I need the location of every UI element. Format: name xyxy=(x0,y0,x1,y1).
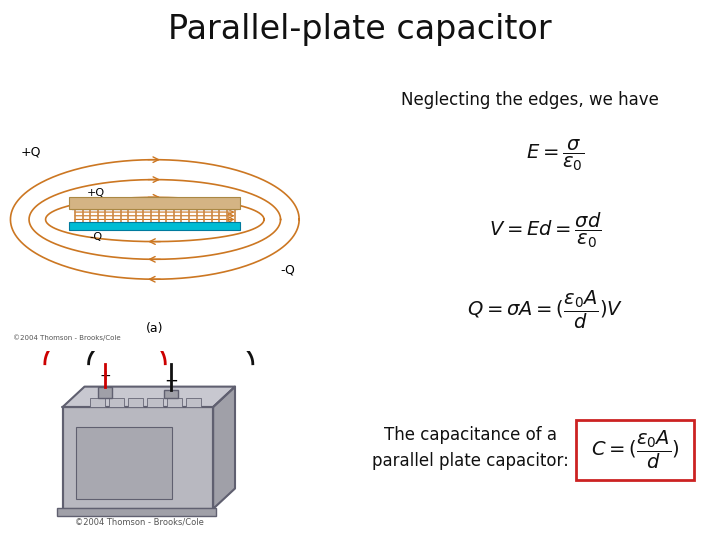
Text: −: − xyxy=(163,372,178,389)
Text: $C = (\dfrac{\varepsilon_0 A}{d})$: $C = (\dfrac{\varepsilon_0 A}{d})$ xyxy=(590,429,680,471)
Polygon shape xyxy=(72,203,238,209)
Text: +: + xyxy=(99,369,111,383)
Text: +Q: +Q xyxy=(21,145,41,158)
Bar xyxy=(166,398,181,407)
Bar xyxy=(90,398,105,407)
Bar xyxy=(69,222,240,230)
Bar xyxy=(69,197,240,209)
FancyBboxPatch shape xyxy=(576,420,694,480)
Bar xyxy=(164,390,178,398)
Bar xyxy=(128,398,143,407)
Text: The capacitance of a
parallel plate capacitor:: The capacitance of a parallel plate capa… xyxy=(372,427,568,469)
Text: +Q: +Q xyxy=(86,188,105,198)
Bar xyxy=(148,398,163,407)
Text: (a): (a) xyxy=(146,322,163,335)
Bar xyxy=(109,398,125,407)
Bar xyxy=(76,427,172,498)
Polygon shape xyxy=(213,387,235,509)
Bar xyxy=(63,407,213,509)
Text: ©2004 Thomson - Brooks/Cole: ©2004 Thomson - Brooks/Cole xyxy=(13,334,121,341)
Bar xyxy=(98,387,112,398)
Polygon shape xyxy=(63,387,235,407)
Text: Parallel-plate capacitor: Parallel-plate capacitor xyxy=(168,14,552,46)
Text: ©2004 Thomson - Brooks/Cole: ©2004 Thomson - Brooks/Cole xyxy=(75,518,204,526)
Text: $Q = \sigma A = (\dfrac{\varepsilon_0 A}{d})V$: $Q = \sigma A = (\dfrac{\varepsilon_0 A}… xyxy=(467,289,623,331)
Bar xyxy=(57,508,216,516)
Text: $V = Ed = \dfrac{\sigma d}{\varepsilon_0}$: $V = Ed = \dfrac{\sigma d}{\varepsilon_0… xyxy=(489,210,601,249)
Text: -Q: -Q xyxy=(89,232,102,242)
Text: -Q: -Q xyxy=(280,263,295,276)
Bar xyxy=(186,398,201,407)
Text: $E = \dfrac{\sigma}{\varepsilon_0}$: $E = \dfrac{\sigma}{\varepsilon_0}$ xyxy=(526,137,584,173)
Text: Neglecting the edges, we have: Neglecting the edges, we have xyxy=(401,91,659,109)
